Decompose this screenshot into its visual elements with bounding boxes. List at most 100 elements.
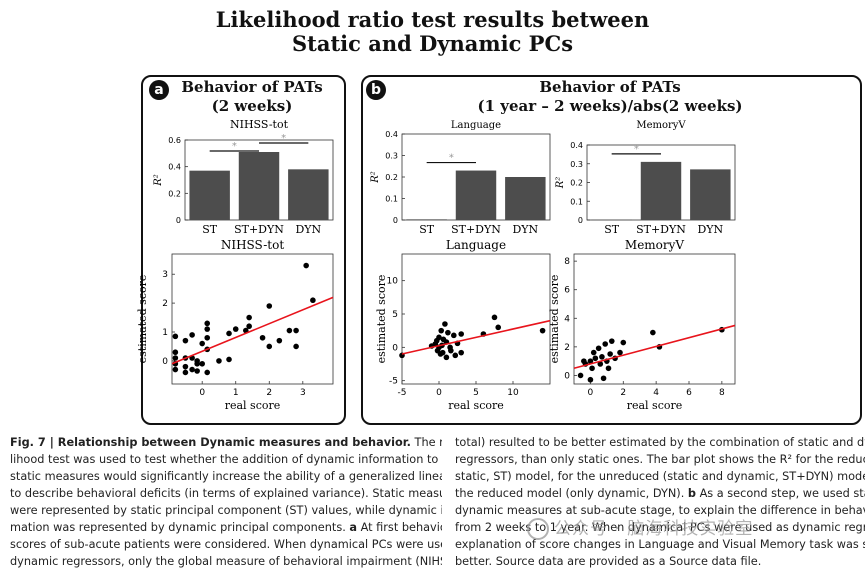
caption-left-text2: At first behavioral (360, 521, 442, 534)
a-scatter-point (204, 369, 211, 376)
b-scatter-language-ytick-label: 0 (392, 343, 398, 353)
a-scatter-xtick-label: 0 (199, 388, 205, 398)
a-scatter-ytick-label: 0 (162, 357, 168, 367)
b-bar-language-xtick-label: ST+DYN (451, 223, 501, 236)
panel-b-title-line2: (1 year – 2 weeks)/abs(2 weeks) (477, 97, 743, 115)
a-bar-ytick-label: 0.6 (168, 136, 181, 145)
b-scatter-language-xtick-label: 0 (436, 388, 442, 398)
b-bar-language-xtick-label: DYN (512, 223, 538, 236)
caption-left-line: Fig. 7 | Relationship between Dynamic me… (10, 434, 442, 451)
b-scatter-memoryv-point (577, 372, 584, 379)
caption-right-text: total) resulted to be better estimated b… (455, 436, 865, 449)
b-bar-memoryv-ytick-label: 0.2 (570, 179, 583, 188)
b-bar-language-ylabel: R² (370, 171, 381, 184)
b-scatter-language-point (439, 349, 446, 356)
caption-right-text: static, ST) model, for the unreduced (st… (455, 470, 865, 483)
b-bar-memoryv-ytick-label: 0 (578, 216, 583, 225)
a-scatter-point (194, 368, 200, 374)
caption-right-text: regressors, than only static ones. The b… (455, 453, 865, 466)
b-bar-memoryv-xtick-label: ST (604, 223, 620, 236)
a-scatter-xtick-label: 1 (233, 388, 239, 398)
panel-a-badge: a (149, 80, 169, 100)
a-scatter-point (182, 337, 189, 344)
a-scatter-ytick-label: 3 (162, 270, 168, 280)
caption-left-text: static measures would significantly incr… (10, 470, 442, 483)
caption-right-text: explanation of score changes in Language… (455, 538, 865, 551)
caption-left-text: to describe behavioral deficits (in term… (10, 487, 442, 500)
figure-title-line2: Static and Dynamic PCs (291, 31, 574, 56)
a-scatter-point (276, 337, 283, 344)
panel-b-badge: b (366, 80, 386, 100)
b-bar-memoryv-bar (640, 161, 682, 220)
a-scatter-point (310, 297, 316, 304)
b-scatter-memoryv-point (605, 365, 612, 372)
b-scatter-language-xlabel: real score (448, 399, 504, 412)
caption-right-label: b (687, 487, 696, 500)
a-bar-title: NIHSS-tot (230, 118, 289, 131)
panel-a-title-line2: (2 weeks) (211, 97, 293, 115)
b-bar-memoryv-ytick-label: 0.3 (570, 160, 583, 169)
a-scatter-point (182, 369, 189, 376)
caption-left-line: static measures would significantly incr… (10, 468, 442, 485)
b-scatter-memoryv-point (589, 365, 595, 372)
caption-left-line: were represented by static principal com… (10, 502, 442, 519)
b-bar-memoryv-sig-star: * (634, 144, 639, 155)
a-bar-ylabel: R² (153, 174, 164, 187)
b-bar-language-bar (455, 170, 497, 220)
watermark: 公众号 · 脑海科技实验室 (527, 514, 753, 540)
a-scatter-point (226, 356, 232, 363)
caption-right-line: better. Source data are provided as a So… (455, 553, 865, 570)
caption-right-line: explanation of score changes in Language… (455, 536, 865, 553)
b-bar-memoryv-ytick-label: 0.1 (570, 197, 583, 206)
a-scatter-point (194, 360, 200, 367)
caption-left-line: mation was represented by dynamic princi… (10, 519, 442, 536)
b-scatter-memoryv-point (592, 355, 599, 362)
caption-right-line: from 2 weeks to 1 year. When dynamical P… (455, 519, 865, 536)
b-scatter-language-xtick-label: 5 (473, 388, 479, 398)
panel-b-title: Behavior of PATs (1 year – 2 weeks)/abs(… (390, 78, 830, 116)
panel-a-title-line1: Behavior of PATs (181, 78, 323, 96)
b-scatter-memoryv-xlabel: real score (627, 399, 683, 412)
caption-left-text: scores of sub-acute patients were consid… (10, 538, 442, 551)
b-scatter-memoryv-ytick-label: 4 (564, 314, 570, 324)
b-bar-language-ytick-label: 0.3 (385, 152, 398, 161)
a-bar-ytick-label: 0.2 (168, 189, 181, 198)
caption-left-line: scores of sub-acute patients were consid… (10, 536, 442, 553)
a-scatter-point (204, 320, 211, 327)
watermark-text: 公众号 · 脑海科技实验室 (554, 519, 754, 539)
a-scatter-frame (171, 253, 334, 385)
a-bar-bar (189, 170, 230, 220)
b-scatter-memoryv-xtick-label: 0 (588, 388, 594, 398)
a-scatter-xtick-label: 2 (266, 388, 272, 398)
a-bar-xtick-label: DYN (295, 223, 321, 236)
a-scatter-point (189, 332, 195, 338)
b-scatter-memoryv-title: MemoryV (625, 238, 685, 252)
a-scatter-ytick-label: 2 (162, 299, 168, 309)
b-bar-memoryv-title: MemoryV (636, 120, 686, 131)
a-bar-ytick-label: 0 (176, 216, 181, 225)
b-scatter-language-point (451, 332, 457, 339)
b-bar-language-sig-star: * (449, 153, 454, 164)
caption-left-label: Fig. 7 | Relationship between Dynamic me… (10, 436, 411, 449)
a-scatter-point (172, 333, 179, 340)
a-scatter-point (172, 349, 179, 356)
caption-right-line: the reduced model (only dynamic, DYN). b… (455, 485, 865, 502)
a-scatter-point (226, 330, 232, 337)
figure-title-line1: Likelihood ratio test results between (215, 7, 650, 32)
a-scatter-point (232, 326, 239, 332)
wechat-icon (527, 518, 549, 540)
panel-a (141, 75, 346, 425)
b-scatter-memoryv-point (608, 338, 615, 344)
a-scatter-xtick-label: 3 (300, 388, 306, 398)
b-scatter-memoryv-point (587, 376, 594, 383)
b-scatter-memoryv-frame (573, 253, 736, 385)
b-scatter-memoryv-ytick-label: 2 (564, 343, 570, 353)
a-scatter-point (293, 343, 299, 350)
a-scatter-point (266, 303, 273, 309)
a-bar-xtick-label: ST (202, 223, 218, 236)
b-scatter-memoryv-ytick-label: 0 (564, 371, 570, 381)
b-scatter-language-point (458, 349, 465, 356)
a-scatter-point (204, 334, 211, 341)
b-bar-memoryv-ylabel: R² (555, 177, 566, 190)
